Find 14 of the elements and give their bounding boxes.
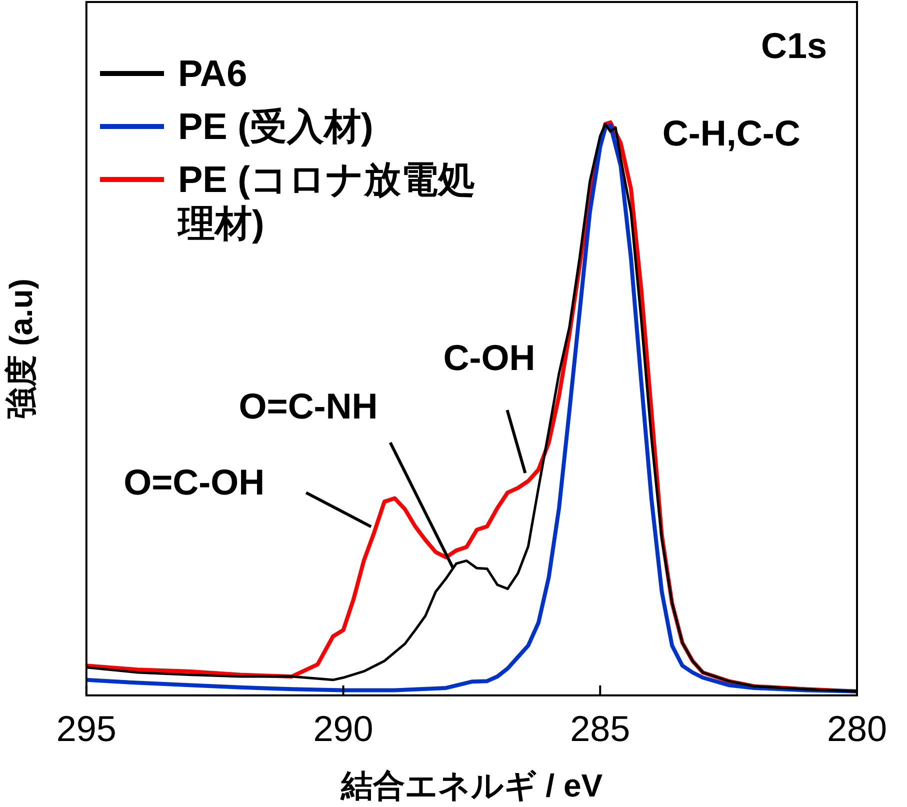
x-tick-label: 285 bbox=[570, 708, 630, 749]
annotation: C-OH bbox=[443, 337, 536, 378]
x-tick-label: 290 bbox=[313, 708, 374, 749]
legend-label: PE (受入材) bbox=[178, 105, 374, 149]
annotation: O=C-OH bbox=[124, 462, 265, 503]
annotation: O=C-NH bbox=[238, 386, 378, 427]
legend-label: PE (コロナ放電処理材) bbox=[178, 158, 476, 246]
x-axis-title: 結合エネルギ / eV bbox=[340, 768, 604, 804]
text: C1s bbox=[760, 24, 827, 66]
legend-label: PA6 bbox=[178, 52, 248, 96]
annotation: C-H,C-C bbox=[662, 112, 800, 154]
x-tick-label: 295 bbox=[56, 708, 116, 749]
x-tick-label: 280 bbox=[826, 708, 888, 749]
y-axis-title: 強度 (a.u) bbox=[3, 278, 40, 419]
